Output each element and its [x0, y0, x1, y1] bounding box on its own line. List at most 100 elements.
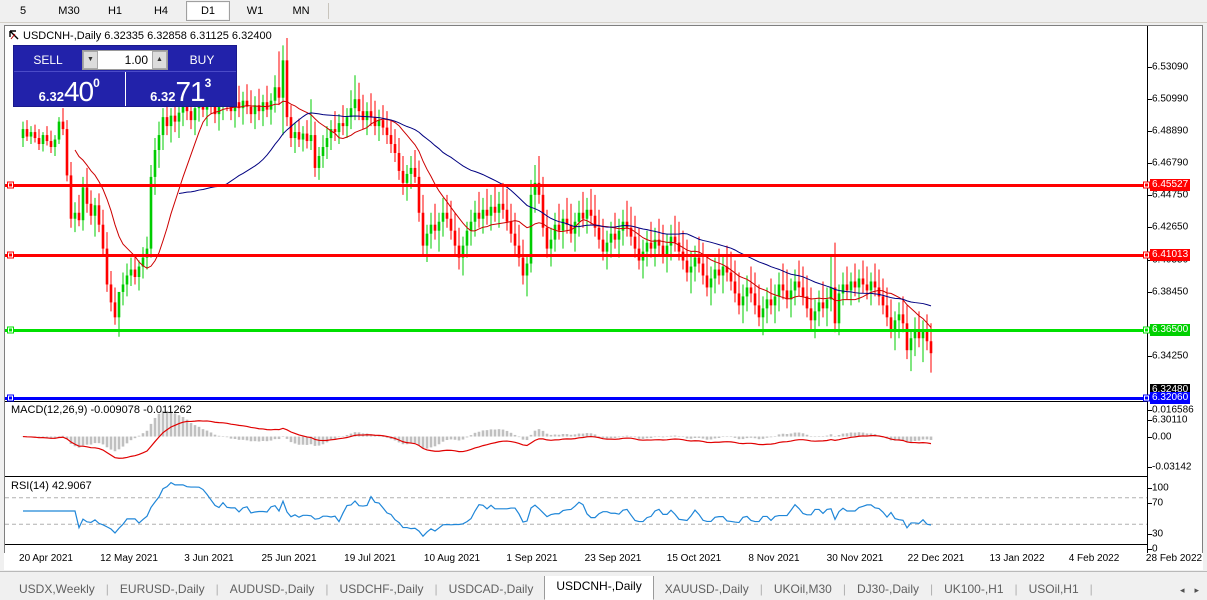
timeframe-mn[interactable]: MN: [292, 5, 310, 17]
buy-price-major: 71: [175, 76, 205, 106]
tab-separator: |: [930, 582, 934, 596]
price-tick-mark: [1148, 99, 1152, 100]
timeframe-h1[interactable]: H1: [107, 5, 123, 17]
date-axis-label: 1 Sep 2021: [506, 553, 558, 564]
price-pane[interactable]: [5, 26, 1148, 402]
horizontal-level-line-6.36500[interactable]: [5, 329, 1149, 332]
tab-separator: |: [105, 582, 109, 596]
chart-tab-usdchf--daily[interactable]: USDCHF-,Daily: [339, 582, 424, 596]
chart-tab-usdcnh--daily[interactable]: USDCNH-,Daily: [544, 576, 654, 600]
macd-scale-label: 0.00: [1152, 431, 1172, 443]
tab-separator: |: [1089, 582, 1093, 596]
crosshair-cursor-icon: [9, 30, 19, 40]
buy-price-fraction: 3: [204, 76, 212, 90]
timeframe-d1[interactable]: D1: [186, 1, 230, 21]
date-axis-label: 22 Dec 2021: [907, 553, 965, 564]
level-handle-left[interactable]: [7, 394, 14, 402]
chart-tab-usoil-h1[interactable]: USOil,H1: [1028, 582, 1079, 596]
chart-tab-audusd--daily[interactable]: AUDUSD-,Daily: [229, 582, 315, 596]
level-handle-left[interactable]: [7, 251, 14, 259]
level-handle-right[interactable]: [1143, 326, 1150, 334]
price-tick-label: 6.34250: [1152, 350, 1189, 362]
indicator-tick-mark: [1148, 534, 1152, 535]
trade-panel-controls: SELL ▼ 1.00 ▲ BUY: [14, 46, 236, 71]
level-handle-left[interactable]: [7, 181, 14, 189]
volume-value[interactable]: 1.00: [124, 52, 148, 67]
level-handle-right[interactable]: [1143, 251, 1150, 259]
date-axis-label: 25 Jun 2021: [261, 553, 317, 564]
price-level-badge-blue[interactable]: 6.32060: [1150, 392, 1191, 404]
price-scale[interactable]: 6.53090 6.50990 6.48890 6.46790 6.44750 6.426…: [1147, 26, 1202, 569]
macd-pane[interactable]: MACD(12,26,9) -0.009078 -0.011262: [5, 402, 1148, 477]
candlestick-plot: [21, 37, 933, 373]
indicator-tick-mark: [1148, 549, 1152, 550]
tab-scroll-controls: ◂ ▸: [1180, 585, 1207, 600]
chart-tab-ukoil-m30[interactable]: UKOil,M30: [773, 582, 832, 596]
date-axis-label: 4 Feb 2022: [1068, 553, 1120, 564]
chart-tab-dj30--daily[interactable]: DJ30-,Daily: [856, 582, 919, 596]
toolbar-separator: [328, 3, 329, 19]
timeframe-toolbar: 5 M30 H1 H4 D1 W1 MN: [0, 0, 1207, 23]
level-handle-right[interactable]: [1143, 394, 1150, 402]
date-axis-label: 13 Jan 2022: [989, 553, 1045, 564]
date-axis-label: 12 May 2021: [100, 553, 158, 564]
buy-price-prefix: 6.32: [150, 89, 176, 104]
tab-separator: |: [325, 582, 329, 596]
rsi-scale-label: 30: [1152, 528, 1164, 540]
horizontal-level-line-6.32060[interactable]: [5, 397, 1149, 400]
rsi-scale-label: 100: [1152, 482, 1169, 494]
chart-header: USDCNH-,Daily 6.32335 6.32858 6.31125 6.…: [23, 30, 272, 42]
price-level-badge-red[interactable]: 6.41013: [1150, 249, 1191, 261]
price-level-badge-red[interactable]: 6.45527: [1150, 179, 1191, 191]
timeframe-h4[interactable]: H4: [153, 5, 169, 17]
timeframe-w1[interactable]: W1: [246, 5, 264, 17]
price-tick-label: 6.50990: [1152, 93, 1189, 105]
timeframe-m30[interactable]: M30: [58, 5, 80, 17]
sell-price-quote[interactable]: 6.32 40 0: [14, 72, 125, 106]
macd-plot: [21, 410, 933, 459]
price-tick-mark: [1148, 292, 1152, 293]
date-axis-label: 8 Nov 2021: [748, 553, 800, 564]
price-tick-mark: [1148, 356, 1152, 357]
rsi-scale-label: 0: [1152, 543, 1158, 555]
price-tick-label: 6.30110: [1152, 414, 1188, 426]
chart-tab-usdx-weekly[interactable]: USDX,Weekly: [19, 582, 95, 596]
date-axis-label: 15 Oct 2021: [666, 553, 722, 564]
macd-scale-label: 0.016586: [1152, 404, 1194, 416]
indicator-tick-mark: [1148, 488, 1152, 489]
price-level-badge-green[interactable]: 6.36500: [1150, 324, 1191, 336]
chart-tab-uk100--h1[interactable]: UK100-,H1: [944, 582, 1004, 596]
scroll-right-icon[interactable]: ▸: [1194, 585, 1199, 595]
sell-button[interactable]: SELL: [17, 49, 79, 70]
price-tick-mark: [1148, 131, 1152, 132]
tab-separator: |: [842, 582, 846, 596]
chart-tab-usdcad--daily[interactable]: USDCAD-,Daily: [448, 582, 534, 596]
tab-separator: |: [434, 582, 438, 596]
buy-price-quote[interactable]: 6.32 71 3: [124, 72, 237, 106]
buy-button[interactable]: BUY: [171, 49, 233, 70]
chart-tab-eurusd--daily[interactable]: EURUSD-,Daily: [119, 582, 205, 596]
scroll-left-icon[interactable]: ◂: [1179, 585, 1185, 595]
volume-decrease-button[interactable]: ▼: [83, 50, 98, 69]
price-tick-label: 6.48890: [1152, 125, 1189, 137]
price-tick-mark: [1148, 420, 1152, 421]
volume-increase-button[interactable]: ▲: [152, 50, 167, 69]
date-axis: 20 Apr 2021 12 May 2021 3 Jun 2021 25 Jun 2…: [4, 553, 1203, 570]
rsi-pane[interactable]: RSI(14) 42.9067: [5, 478, 1148, 545]
timeframe-5[interactable]: 5: [19, 5, 27, 17]
sell-price-major: 40: [63, 76, 94, 106]
tab-separator: |: [759, 582, 763, 596]
volume-input[interactable]: ▼ 1.00 ▲: [82, 49, 168, 70]
chart-tab-xauusd--daily[interactable]: XAUUSD-,Daily: [664, 582, 749, 596]
chart-area[interactable]: MACD(12,26,9) -0.009078 -0.011262 RSI(14…: [4, 25, 1203, 570]
level-handle-left[interactable]: [7, 326, 14, 334]
date-axis-label: 23 Sep 2021: [584, 553, 642, 564]
tab-separator: |: [1014, 582, 1018, 596]
one-click-trading-panel[interactable]: SELL ▼ 1.00 ▲ BUY 6.32 40 0 6.32 71 3: [13, 45, 237, 107]
level-handle-right[interactable]: [1143, 181, 1150, 189]
sell-price-fraction: 0: [93, 76, 100, 90]
rsi-plot: [5, 481, 1148, 538]
horizontal-level-line-6.41013[interactable]: [5, 254, 1149, 257]
horizontal-level-line-6.45527[interactable]: [5, 184, 1149, 187]
